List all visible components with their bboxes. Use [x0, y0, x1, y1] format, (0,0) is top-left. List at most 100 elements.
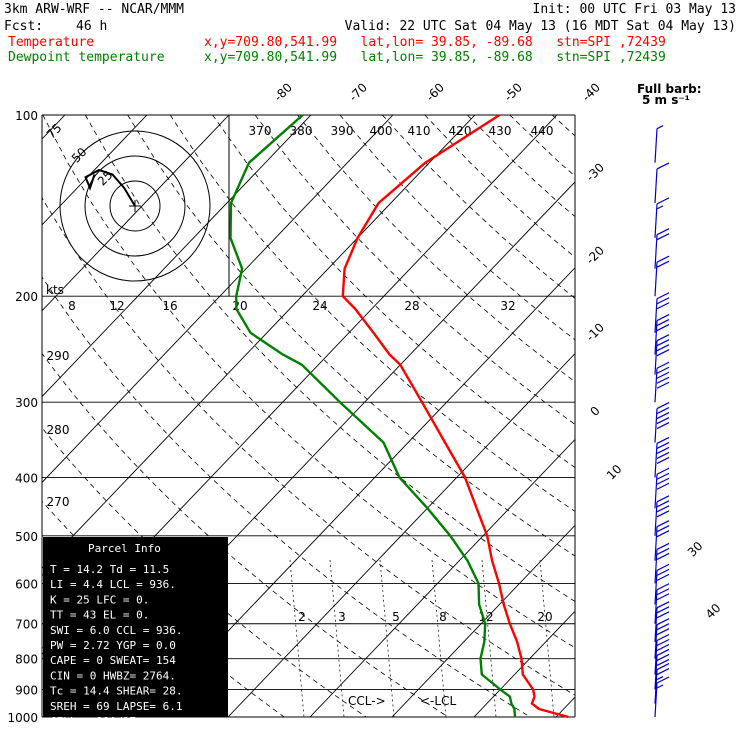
- wind-barb: [654, 334, 670, 375]
- theta-label: 430: [489, 124, 512, 138]
- init-time: Init: 00 UTC Fri 03 May 13: [532, 2, 737, 17]
- theta-side-label: 270: [47, 495, 70, 509]
- mixing-ratio-label: 3: [338, 610, 346, 624]
- mixing-ratio-line: [289, 559, 305, 718]
- isotherm: [42, 115, 148, 226]
- isotherm: [391, 524, 575, 717]
- parcel-info-row: TT = 43 EL = 0.: [50, 609, 149, 622]
- mixing-ratio-label: 32: [500, 299, 515, 313]
- pressure-tick-label: 300: [15, 396, 38, 410]
- mixing-ratio-label: 8: [439, 610, 447, 624]
- dry-adiabat: [595, 115, 740, 717]
- isotherm-label: 0: [588, 404, 603, 419]
- parcel-info-row: K = 25 LFC = 0.: [50, 593, 149, 606]
- wind-barb: [654, 125, 664, 163]
- hodograph-ring: [109, 180, 161, 232]
- dry-adiabat: [84, 115, 575, 602]
- wind-barb: [654, 314, 670, 355]
- theta-label: 380: [290, 124, 313, 138]
- ccl-marker: CCL->: [348, 694, 386, 708]
- parcel-info-row: SWI = 6.0 CCL = 936.: [50, 624, 182, 637]
- theta-side-label: 280: [47, 423, 70, 437]
- dry-adiabat: [339, 115, 575, 341]
- parcel-info-row: Tc = 14.4 SHEAR= 28.: [50, 685, 182, 698]
- parcel-info-row: CELL = 110/37: [50, 715, 136, 728]
- mixing-ratio-label: 2: [298, 610, 306, 624]
- isotherm-label: -10: [583, 320, 607, 344]
- dewpoint-location-info: x,y=709.80,541.99 lat,lon= 39.85, -89.68…: [204, 50, 666, 65]
- dry-adiabat: [127, 115, 575, 557]
- pressure-tick-label: 400: [15, 471, 38, 485]
- mixing-ratio-line: [431, 559, 447, 718]
- dry-adiabat: [551, 115, 575, 137]
- parcel-info-row: LI = 4.4 LCL = 936.: [50, 578, 176, 591]
- mixing-ratio-line: [539, 559, 555, 718]
- wind-barb: [654, 467, 670, 509]
- wind-barb: [654, 542, 670, 584]
- wind-legend-units: 5 m s⁻¹: [642, 93, 690, 107]
- wind-barb: [654, 618, 670, 659]
- dry-adiabat: [42, 276, 531, 717]
- dry-adiabat: [467, 115, 575, 218]
- parcel-info-title: Parcel Info: [88, 542, 161, 555]
- pressure-tick-label: 200: [15, 290, 38, 304]
- parcel-info-row: SREH = 69 LAPSE= 6.1: [50, 700, 182, 713]
- isotherm-label: 30: [685, 539, 706, 560]
- isotherm-label: -60: [423, 80, 447, 104]
- dry-adiabat: [297, 115, 575, 383]
- parcel-info-row: CAPE = 0 SWEAT= 154: [50, 654, 176, 667]
- dry-adiabat: [42, 196, 575, 696]
- forecast-hours: 46 h: [76, 19, 108, 34]
- theta-label: 370: [249, 124, 272, 138]
- isotherm: [145, 267, 575, 717]
- dry-adiabat: [42, 352, 449, 717]
- dewpoint-legend-label: Dewpoint temperature: [8, 50, 165, 65]
- hodograph-trace: [84, 168, 136, 207]
- pressure-tick-label: 900: [15, 683, 38, 697]
- dry-adiabat: [169, 115, 575, 512]
- isotherm-label: -30: [583, 160, 607, 184]
- isotherm: [720, 115, 740, 717]
- wind-legend-title: Full barb:: [637, 82, 702, 96]
- mixing-ratio-label: 12: [109, 299, 124, 313]
- hodograph-ring-label: 75: [44, 121, 65, 142]
- pressure-tick-label: 800: [15, 653, 38, 667]
- temperature-profile: [341, 113, 569, 719]
- parcel-info-box: Parcel Info T = 14.2 Td = 11.5 LI = 4.4 LC…: [43, 537, 228, 728]
- isotherm: [638, 115, 740, 717]
- wind-barb: [654, 583, 670, 624]
- isotherm-label: -20: [583, 243, 607, 267]
- isotherm: [473, 610, 575, 717]
- wind-barb: [654, 563, 670, 605]
- temperature-legend-label: Temperature: [8, 35, 95, 50]
- lcl-marker: <-LCL: [420, 694, 456, 708]
- theta-label: 410: [408, 124, 431, 138]
- pressure-tick-label: 700: [15, 618, 38, 632]
- wind-barb: [654, 228, 670, 269]
- parcel-info-row: T = 14.2 Td = 11.5: [50, 563, 169, 576]
- mixing-ratio-label: 8: [68, 299, 76, 313]
- wind-barb: [654, 401, 670, 443]
- wind-barb: [654, 197, 670, 238]
- dry-adiabat: [509, 115, 575, 177]
- valid-time: Valid: 22 UTC Sat 04 May 13 (16 MDT Sat …: [344, 19, 736, 34]
- hodograph-ring-label: 50: [69, 145, 90, 166]
- hodograph-units-label: kts: [46, 283, 64, 297]
- theta-label: 400: [370, 124, 393, 138]
- mixing-ratio-label: 5: [392, 610, 400, 624]
- forecast-label: Fcst:: [4, 19, 44, 34]
- theta-side-label: 290: [47, 349, 70, 363]
- dry-adiabat: [424, 115, 575, 258]
- wind-barb: [654, 633, 670, 675]
- background-lines: [42, 115, 740, 717]
- isotherm-label: 10: [604, 462, 625, 483]
- wind-barb: [654, 676, 670, 718]
- pressure-tick-label: 600: [15, 577, 38, 591]
- pressure-tick-label: 100: [15, 109, 38, 123]
- isotherm: [42, 115, 230, 312]
- hodograph-ring: [84, 155, 186, 257]
- temperature-location-info: x,y=709.80,541.99 lat,lon= 39.85, -89.68…: [204, 35, 666, 50]
- hodograph-ring: [59, 130, 211, 282]
- wind-barb: [654, 292, 670, 333]
